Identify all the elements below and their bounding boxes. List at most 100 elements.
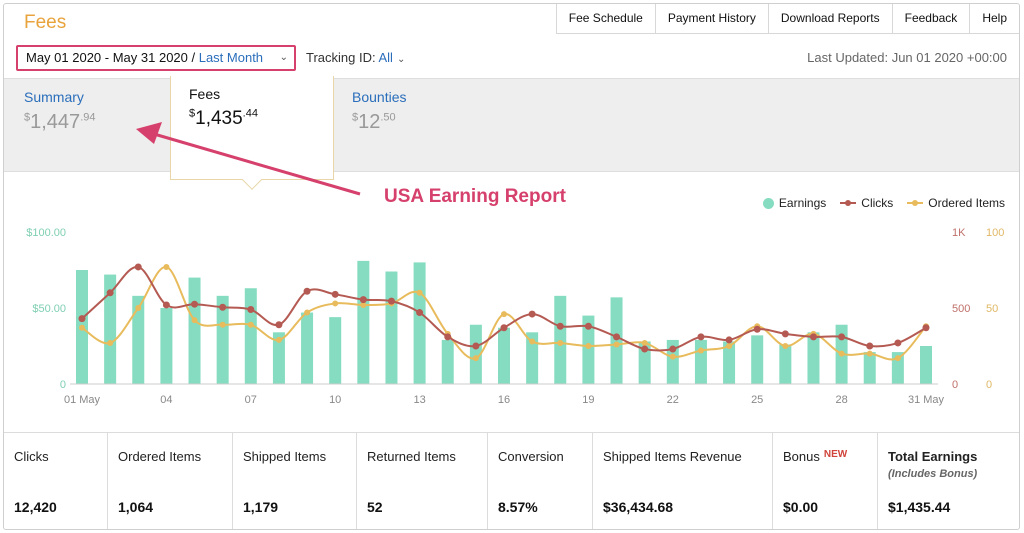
y-right-clicks-tick-label: 500 [952, 303, 970, 315]
earnings-bar [694, 339, 707, 384]
last-updated-text: Last Updated: Jun 01 2020 +00:00 [807, 50, 1007, 65]
x-tick-label: 13 [413, 394, 425, 406]
earnings-bar [723, 341, 736, 384]
stat-value: $1,435.44 [888, 499, 951, 515]
clicks-point [500, 324, 508, 332]
summary-amount: $1,447.94 [24, 111, 96, 133]
tab-summary-label: Summary [24, 89, 84, 105]
ordered-items-point [416, 289, 423, 296]
y-right-clicks-tick-label: 1K [952, 227, 966, 239]
stat-returned-items: Returned Items 52 [357, 433, 488, 529]
earnings-bar [863, 352, 876, 384]
ordered-items-point [613, 341, 620, 348]
x-tick-label: 25 [751, 394, 763, 406]
earnings-bar [582, 315, 595, 384]
stat-label: Clicks [14, 449, 49, 464]
ordered-items-point [641, 339, 648, 346]
feedback-button[interactable]: Feedback [893, 4, 971, 33]
ordered-items-point [472, 355, 479, 362]
y-right-items-tick-label: 50 [986, 303, 998, 315]
stat-label: Conversion [498, 449, 564, 464]
legend-clicks-label: Clicks [861, 196, 894, 210]
top-nav: Fee Schedule Payment History Download Re… [555, 4, 1019, 34]
legend-clicks[interactable]: Clicks [840, 196, 893, 210]
help-button[interactable]: Help [982, 11, 1007, 25]
clicks-point [331, 290, 339, 298]
ordered-items-point [360, 301, 367, 308]
earnings-bar [104, 274, 117, 384]
ordered-items-swatch [907, 198, 924, 208]
clicks-point [303, 287, 311, 295]
y-right-clicks-tick-label: 0 [952, 379, 958, 391]
fees-amount: $1,435.44 [189, 107, 258, 129]
clicks-point [528, 310, 536, 318]
clicks-point [613, 333, 621, 341]
earnings-bar [132, 295, 145, 384]
x-tick-label: 16 [498, 394, 510, 406]
tracking-id-selector[interactable]: Tracking ID: All ⌄ [306, 50, 405, 65]
clicks-point [444, 333, 452, 341]
tab-bounties[interactable]: Bounties $12.50 [352, 89, 406, 134]
earnings-bar [301, 312, 314, 384]
legend-earnings[interactable]: Earnings [762, 196, 827, 210]
stat-shipped-items-revenue: Shipped Items Revenue $36,434.68 [593, 433, 773, 529]
stat-value: 1,064 [118, 499, 154, 515]
clicks-point [781, 330, 789, 338]
ordered-items-point [866, 350, 873, 357]
earnings-bar [498, 327, 510, 384]
ordered-items-point [669, 353, 676, 360]
ordered-items-point [275, 336, 282, 343]
stat-sub: (Includes Bonus) [888, 468, 978, 480]
stat-label: Total Earnings [888, 449, 978, 464]
legend-earnings-label: Earnings [778, 196, 827, 210]
summary-band: Summary $1,447.94 Bounties $12.50 [4, 78, 1019, 172]
ordered-items-point [107, 339, 114, 346]
y-right-items-tick-label: 100 [986, 227, 1004, 239]
clicks-point [894, 339, 902, 347]
clicks-point [247, 306, 255, 314]
stat-conversion: Conversion 8.57% [488, 433, 593, 529]
x-tick-label: 07 [245, 394, 257, 406]
ordered-items-point [219, 321, 226, 328]
clicks-point [866, 342, 874, 350]
earnings-bar [779, 344, 792, 384]
ordered-items-point [557, 339, 564, 346]
y-left-tick-label: $100.00 [26, 227, 66, 239]
ordered-items-point [697, 347, 704, 354]
clicks-point [106, 289, 114, 297]
y-left-tick-label: $50.00 [32, 303, 66, 315]
legend-ordered-items[interactable]: Ordered Items [907, 196, 1005, 210]
x-tick-label: 31 May [908, 394, 945, 406]
stat-shipped-items: Shipped Items 1,179 [233, 433, 357, 529]
clicks-point [219, 303, 227, 311]
date-range-text: May 01 2020 - May 31 2020 / [26, 50, 199, 65]
stat-label: Returned Items [367, 449, 456, 464]
date-range-selector[interactable]: May 01 2020 - May 31 2020 / Last Month ⌄ [16, 45, 296, 71]
ordered-items-point [332, 300, 339, 307]
stat-value: 12,420 [14, 499, 57, 515]
x-tick-label: 28 [835, 394, 847, 406]
clicks-point [725, 336, 733, 344]
payment-history-button[interactable]: Payment History [656, 4, 769, 33]
page-title: Fees [24, 12, 67, 33]
stat-value: 8.57% [498, 499, 538, 515]
fee-schedule-button[interactable]: Fee Schedule [557, 4, 656, 33]
ordered-items-point [191, 317, 198, 324]
tab-summary[interactable]: Summary $1,447.94 [24, 89, 95, 134]
stat-value: $36,434.68 [603, 499, 674, 515]
clicks-point [584, 322, 592, 330]
ordered-items-point [79, 324, 85, 331]
clicks-point [809, 333, 817, 341]
earnings-bar [216, 295, 229, 384]
clicks-point [134, 263, 142, 271]
earnings-bar [666, 339, 679, 384]
download-reports-button[interactable]: Download Reports [769, 4, 893, 33]
clicks-point [387, 297, 395, 305]
chart-legend: Earnings Clicks Ordered Items [762, 196, 1005, 210]
earnings-bar [751, 335, 764, 384]
annotation-label: USA Earning Report [384, 186, 566, 207]
clicks-point [641, 345, 649, 353]
clicks-point [922, 324, 930, 332]
earnings-bar [272, 332, 285, 384]
tab-fees[interactable]: Fees $1,435.44 [170, 76, 334, 190]
